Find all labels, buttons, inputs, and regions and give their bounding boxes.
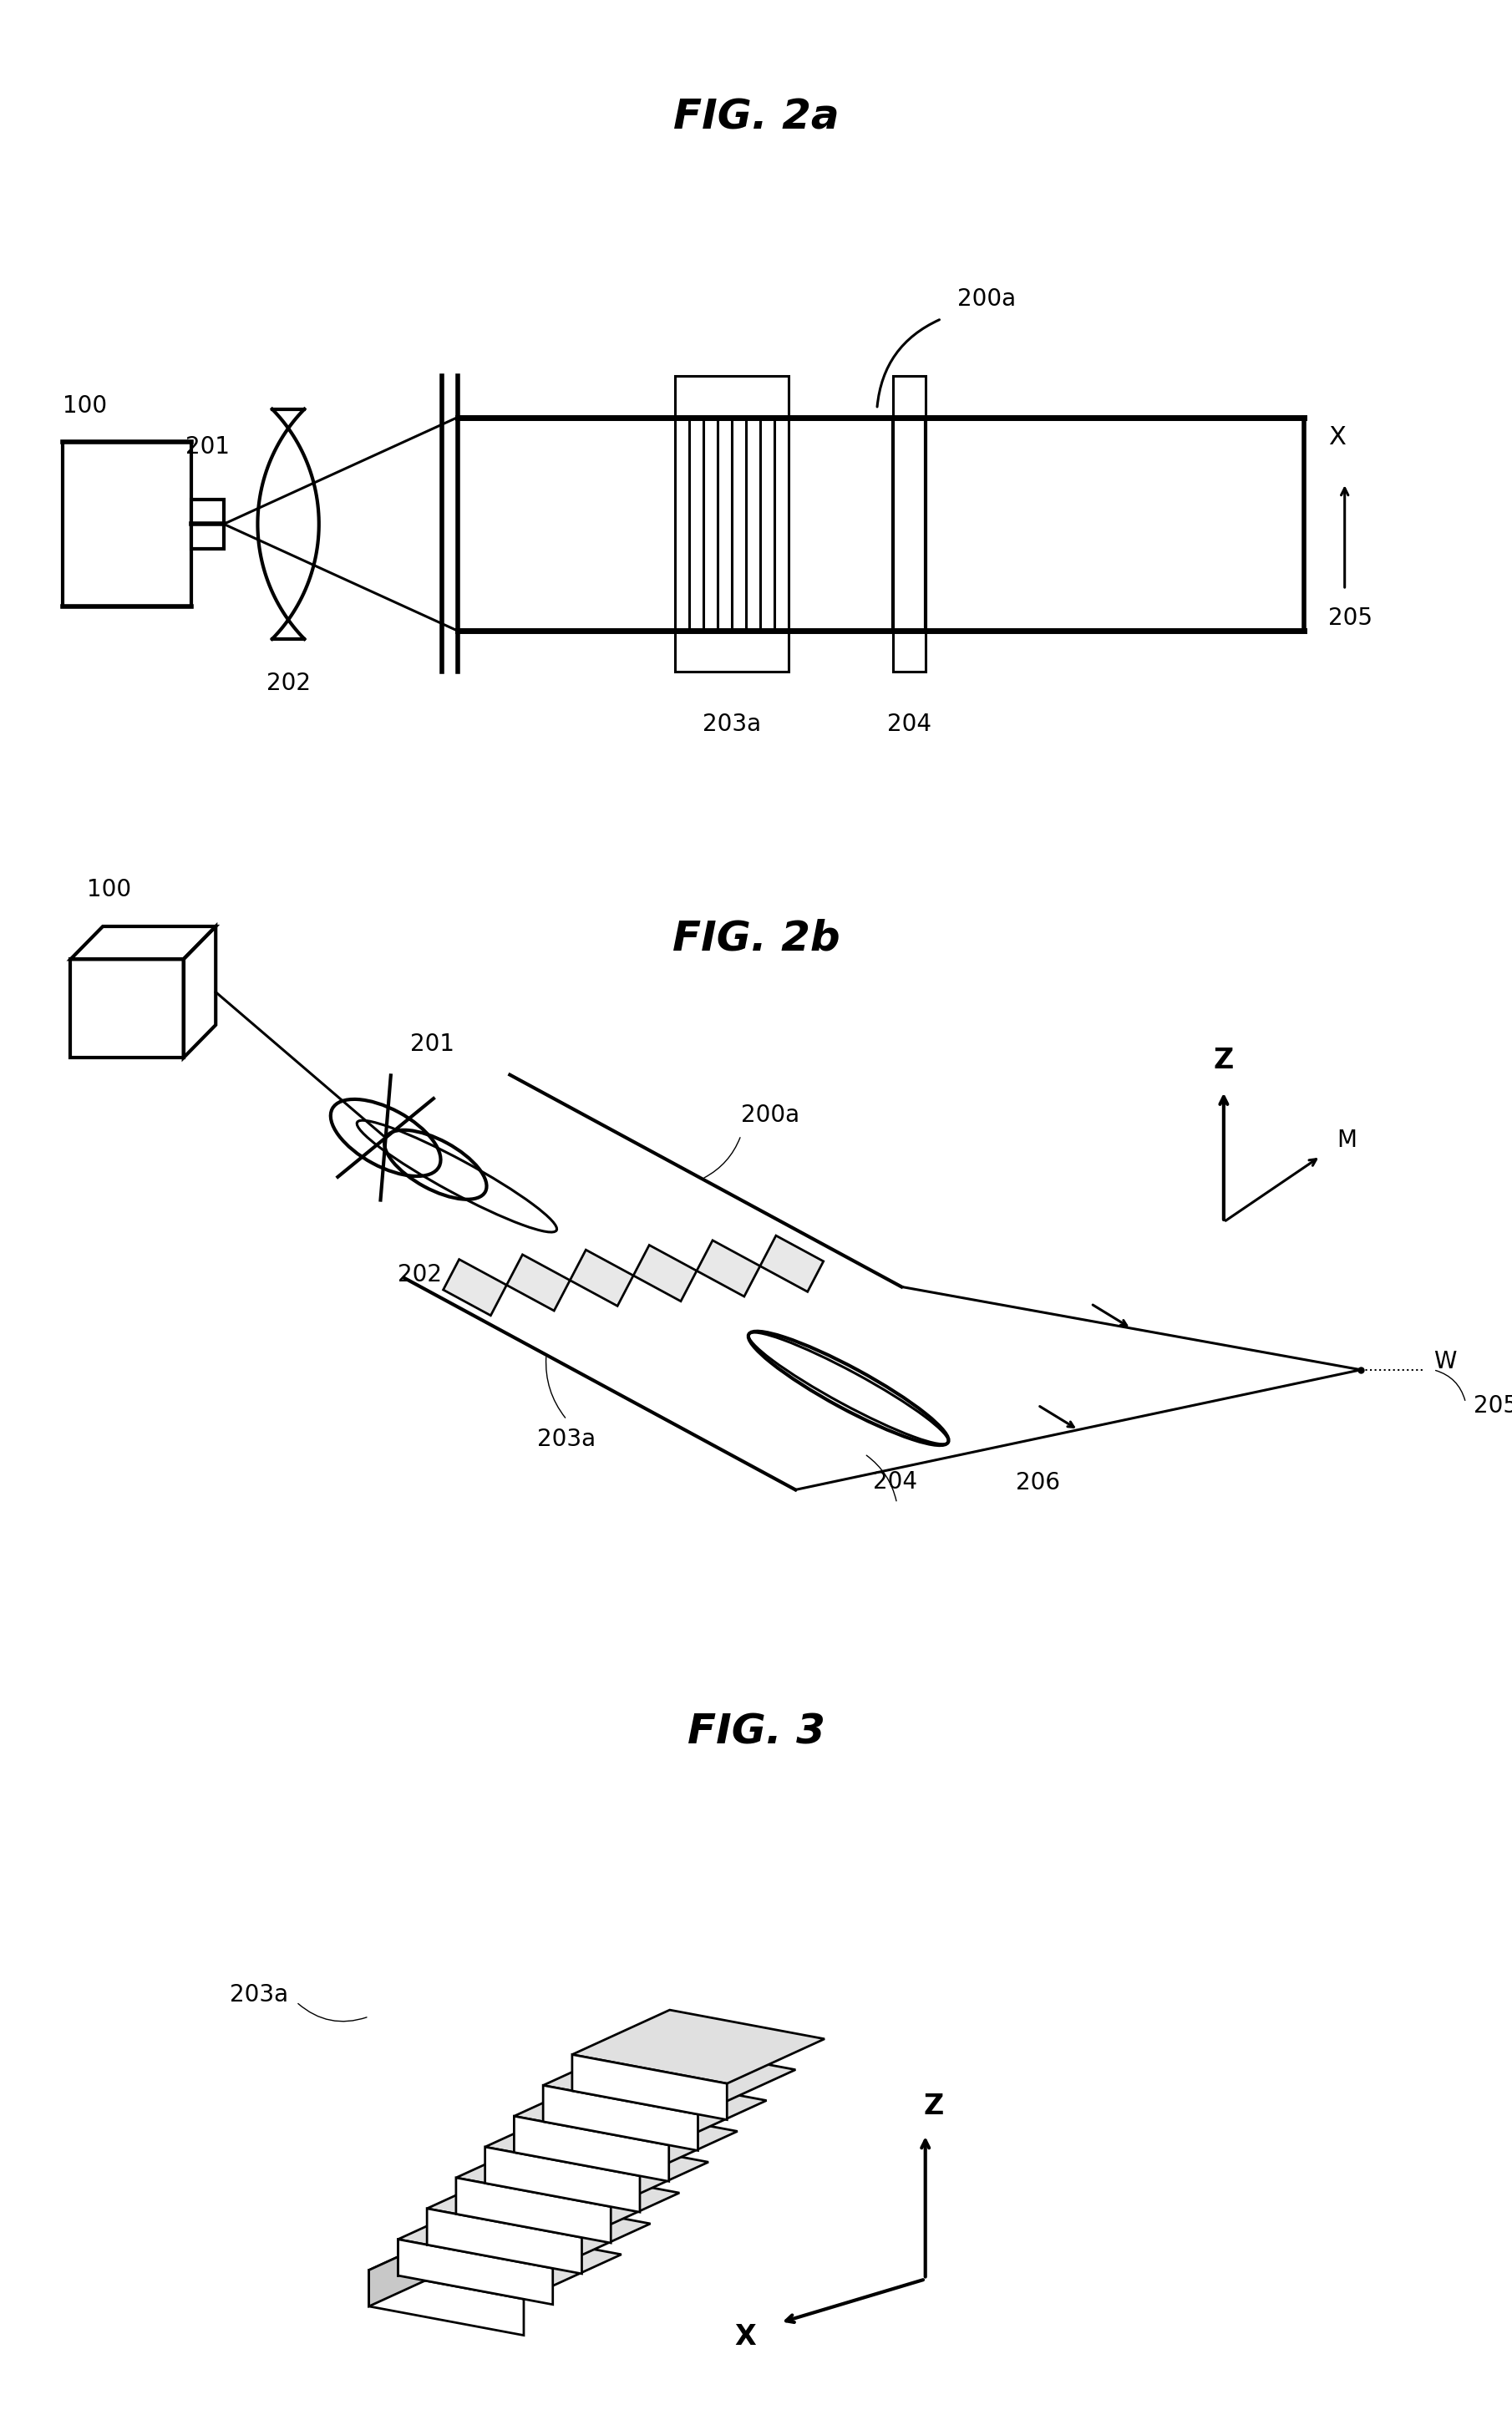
Text: 203a: 203a [230, 1983, 289, 2007]
Polygon shape [485, 2147, 640, 2212]
Text: 201: 201 [410, 1031, 454, 1055]
Text: 205: 205 [1474, 1393, 1512, 1418]
Polygon shape [572, 2009, 824, 2084]
Bar [894, 377, 925, 418]
Polygon shape [514, 2116, 668, 2181]
Polygon shape [514, 2072, 767, 2145]
Bar [192, 500, 224, 548]
Polygon shape [543, 2041, 795, 2116]
Text: Z: Z [924, 2091, 943, 2120]
Text: FIG. 3: FIG. 3 [686, 1712, 826, 1753]
Text: 202: 202 [398, 1263, 442, 1287]
Polygon shape [570, 1251, 634, 1307]
Polygon shape [369, 2270, 523, 2335]
Text: 203a: 203a [537, 1427, 596, 1451]
Polygon shape [426, 2164, 679, 2236]
Text: FIG. 2b: FIG. 2b [673, 918, 839, 959]
Polygon shape [369, 2227, 467, 2306]
Polygon shape [443, 1258, 507, 1316]
Text: 201: 201 [186, 435, 230, 459]
Polygon shape [543, 2084, 699, 2149]
Bar [62, 442, 192, 606]
Text: 203a: 203a [703, 712, 761, 737]
Polygon shape [485, 2103, 738, 2176]
Text: 206: 206 [1016, 1471, 1060, 1495]
Text: M: M [1337, 1128, 1356, 1152]
Polygon shape [457, 2132, 709, 2207]
Text: Z: Z [1214, 1046, 1234, 1075]
Text: 100: 100 [86, 879, 132, 901]
Text: 200a: 200a [957, 287, 1016, 312]
Text: 204: 204 [888, 712, 931, 737]
Text: X: X [1329, 425, 1346, 449]
Polygon shape [398, 2239, 553, 2304]
Polygon shape [457, 2178, 611, 2244]
Text: 200a: 200a [741, 1104, 800, 1128]
Bar [676, 630, 788, 671]
Polygon shape [761, 1236, 824, 1292]
Polygon shape [369, 2227, 621, 2299]
Text: 204: 204 [872, 1471, 916, 1495]
Text: 100: 100 [62, 394, 107, 418]
Polygon shape [426, 2207, 582, 2275]
Bar [676, 377, 788, 418]
Bar [894, 418, 925, 630]
Polygon shape [697, 1241, 761, 1297]
Text: 205: 205 [1329, 606, 1373, 630]
Text: X: X [735, 2323, 756, 2350]
Polygon shape [398, 2195, 650, 2268]
Text: W: W [1433, 1350, 1456, 1374]
Bar [894, 630, 925, 671]
Text: 202: 202 [266, 671, 310, 696]
Text: FIG. 2a: FIG. 2a [673, 97, 839, 138]
Polygon shape [634, 1246, 697, 1302]
Polygon shape [507, 1253, 570, 1311]
Polygon shape [572, 2055, 727, 2120]
